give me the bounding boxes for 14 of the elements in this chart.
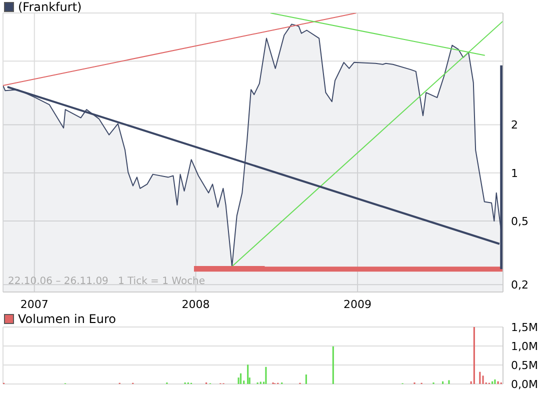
x-tick-label: 2007 <box>20 298 48 311</box>
y-tick-label: 1 <box>511 166 518 180</box>
y-tick-label: 0,2 <box>511 278 528 292</box>
legend-label: (Frankfurt) <box>18 0 82 14</box>
y-tick-label: 1,5M <box>511 320 538 334</box>
annotation: 22.10.06 – 26.11.09 1 Tick = 1 Woche <box>8 276 206 287</box>
legend-label: Volumen in Euro <box>18 312 116 326</box>
y-tick-label: 0,0M <box>511 378 538 391</box>
y-tick-label: 0,5 <box>511 214 528 228</box>
x-tick-label: 2009 <box>344 298 372 311</box>
x-tick-label: 2008 <box>182 298 210 311</box>
y-tick-label: 1,0M <box>511 340 538 353</box>
y-tick-label: 2 <box>511 118 518 132</box>
y-tick-label: 0,5M <box>511 358 538 372</box>
